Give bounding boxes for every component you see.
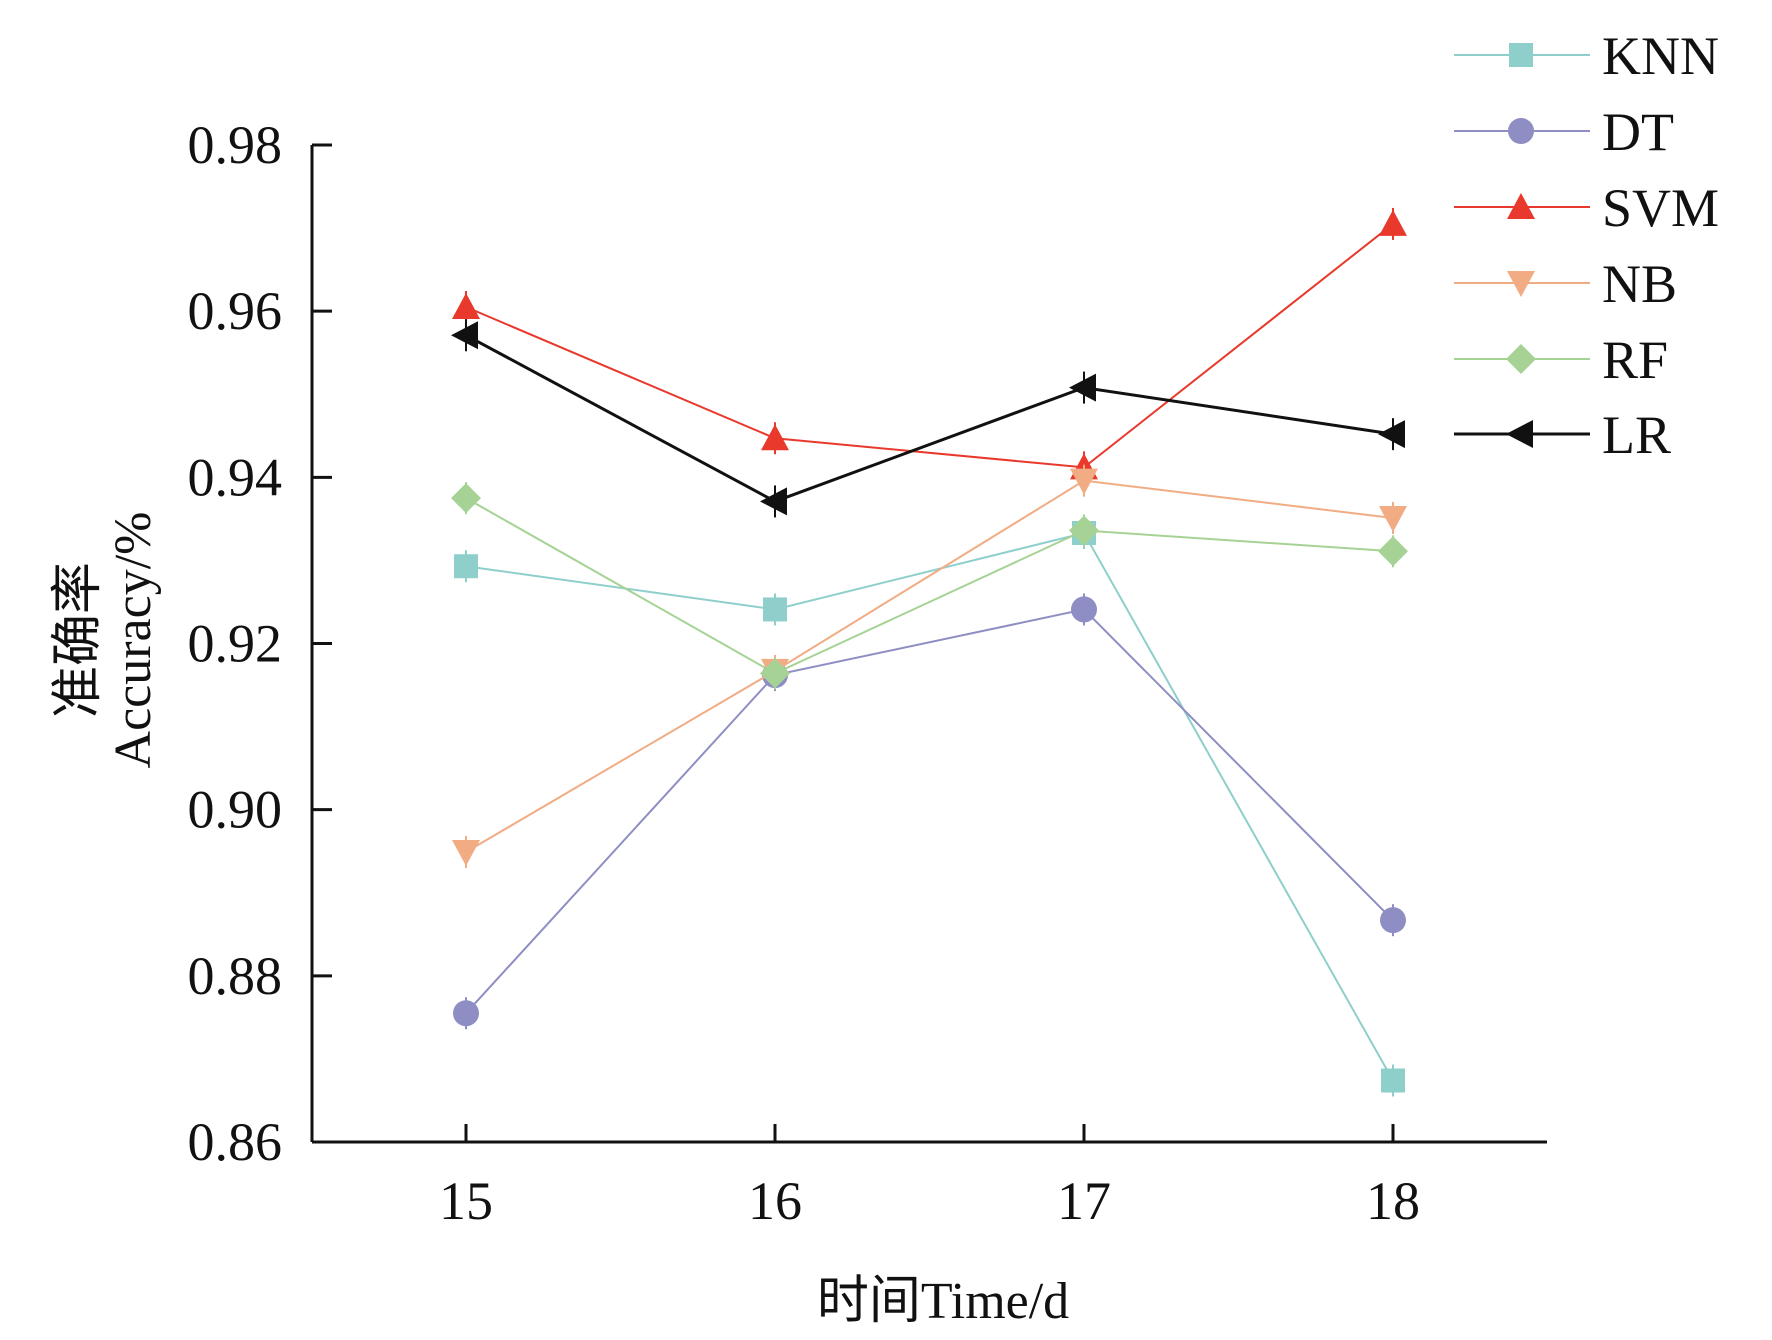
legend-marker (1508, 118, 1534, 144)
x-tick-label: 17 (1057, 1171, 1111, 1231)
data-point-dt (453, 1000, 479, 1027)
legend-marker (1506, 420, 1533, 448)
legend-marker (1506, 344, 1536, 374)
data-point-rf (1069, 515, 1099, 546)
legend: KNN DT SVM NB RF LR (1454, 26, 1719, 465)
data-point-dt (1071, 596, 1097, 623)
series-svm (452, 207, 1407, 484)
series-line-rf (465, 497, 1394, 675)
legend-marker (1509, 43, 1533, 67)
y-tick-label: 0.96 (188, 281, 283, 341)
y-tick-label: 0.86 (188, 1112, 283, 1172)
data-point-lr (760, 487, 787, 516)
series-line-knn (465, 531, 1394, 1082)
y-tick-label: 0.90 (188, 780, 283, 840)
series-rf (451, 482, 1408, 690)
data-point-knn (1381, 1068, 1405, 1093)
data-point-svm (1379, 209, 1407, 236)
data-point-nb (1070, 468, 1098, 495)
legend-label: SVM (1602, 178, 1719, 238)
data-point-rf (451, 483, 481, 514)
x-tick-label: 16 (748, 1171, 802, 1231)
x-axis-title: 时间Time/d (817, 1273, 1069, 1330)
series-line-lr (465, 333, 1394, 504)
y-tick-label: 0.92 (188, 614, 283, 674)
y-tick-label: 0.94 (188, 447, 283, 507)
data-point-rf (1378, 536, 1408, 567)
x-tick-label: 15 (439, 1171, 493, 1231)
legend-item-svm: SVM (1454, 178, 1719, 238)
legend-item-dt: DT (1454, 102, 1674, 162)
data-point-lr (1378, 420, 1405, 449)
data-point-nb (452, 840, 480, 867)
data-point-lr (1069, 373, 1096, 402)
data-point-nb (1379, 506, 1407, 533)
data-point-dt (1380, 907, 1406, 934)
legend-marker (1507, 193, 1535, 219)
y-tick-label: 0.88 (188, 946, 283, 1006)
series-layer (451, 207, 1408, 1097)
data-point-knn (763, 597, 787, 622)
data-point-svm (452, 293, 480, 320)
series-line-nb (465, 479, 1394, 853)
legend-item-rf: RF (1454, 330, 1668, 390)
data-point-svm (761, 424, 789, 451)
legend-item-knn: KNN (1454, 26, 1719, 86)
data-point-rf (760, 658, 790, 689)
legend-item-nb: NB (1454, 254, 1677, 314)
legend-marker (1507, 271, 1535, 297)
legend-label: RF (1602, 330, 1668, 390)
series-dt (453, 593, 1406, 1030)
legend-label: NB (1602, 254, 1677, 314)
legend-item-lr: LR (1454, 405, 1671, 465)
series-line-dt (465, 608, 1394, 1014)
legend-label: DT (1602, 102, 1674, 162)
series-line-svm (465, 223, 1394, 469)
y-axis-title: Accuracy/% (105, 512, 162, 769)
y-tick-label: 0.98 (188, 115, 283, 175)
series-knn (454, 516, 1405, 1097)
x-tick-label: 18 (1366, 1171, 1420, 1231)
legend-label: KNN (1602, 26, 1719, 86)
data-point-knn (454, 554, 478, 579)
y-axis-title-cn: 准确率 (50, 562, 107, 718)
axes: 0.86 0.88 0.90 0.92 0.94 0.96 0.98 15 16 17 18 (188, 115, 1547, 1231)
legend-label: LR (1602, 405, 1671, 465)
series-lr (451, 319, 1405, 518)
data-point-lr (451, 321, 478, 350)
series-nb (452, 464, 1407, 869)
